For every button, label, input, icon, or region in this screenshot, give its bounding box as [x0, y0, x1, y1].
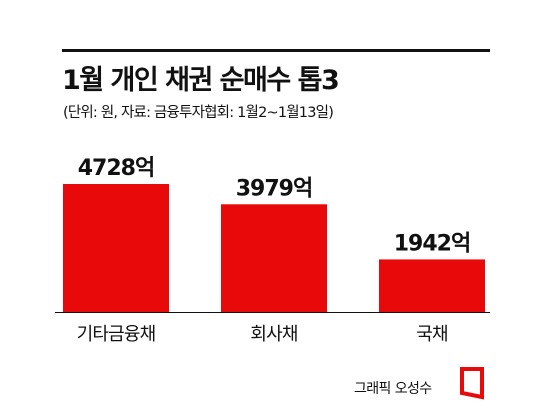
- data-label-3: 1942억: [394, 231, 470, 256]
- chart-title: 1월 개인 채권 순매수 톱3: [62, 65, 340, 96]
- data-label-1: 4728억: [78, 156, 154, 181]
- chart-subtitle: (단위: 원, 자료: 금융투자협회: 1월2~1월13일): [63, 105, 334, 121]
- category-label-2: 회사채: [250, 324, 297, 345]
- graphic-credit: 그래픽 오성수: [354, 381, 432, 397]
- bar-1: [63, 184, 169, 312]
- title-rule: [62, 49, 490, 52]
- category-label-1: 기타금융채: [77, 324, 156, 345]
- bar-2: [221, 204, 327, 312]
- category-label-3: 국채: [416, 324, 448, 345]
- publisher-logo-icon: [460, 367, 484, 400]
- data-label-2: 3979억: [236, 176, 312, 201]
- bar-3: [379, 259, 485, 312]
